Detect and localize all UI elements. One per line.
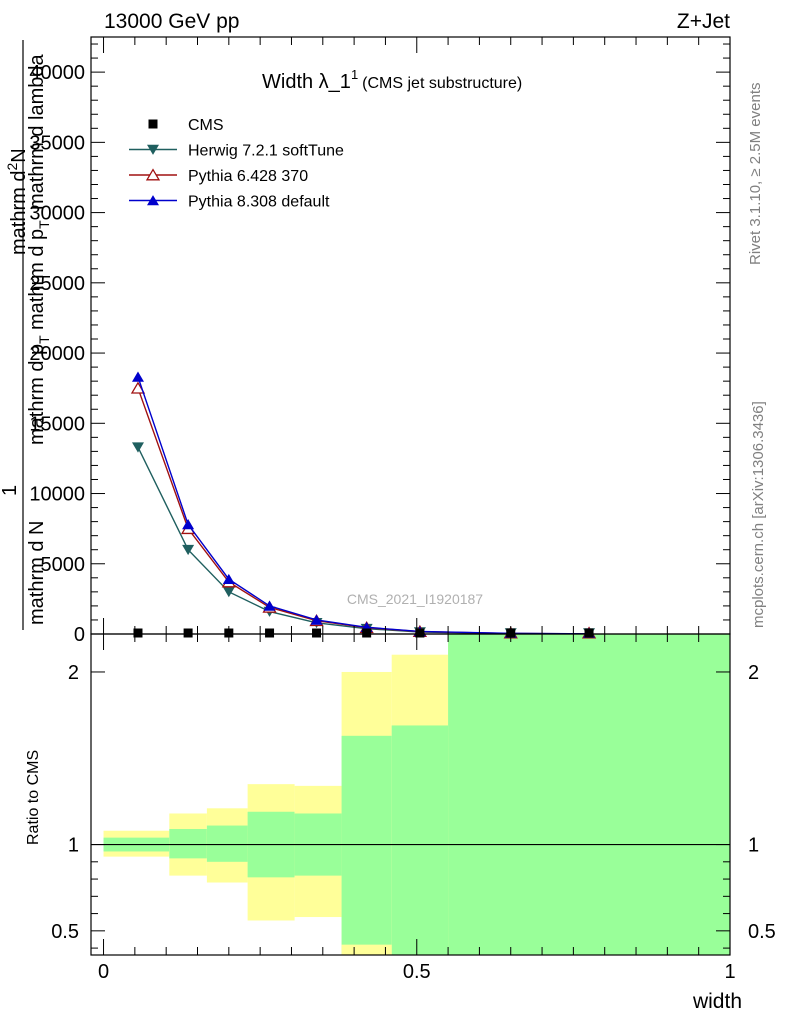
ylabel-line5-text: mathrm d bbox=[8, 171, 30, 255]
ylabel-numerator: 1 bbox=[0, 485, 21, 496]
band-inner-7 bbox=[448, 634, 730, 955]
ylabel-line2-text: mathrm d p bbox=[26, 344, 48, 445]
ylabel-line5: mathrm d2N bbox=[4, 148, 30, 255]
legend-label-3: Pythia 8.308 default bbox=[188, 194, 330, 211]
series-0-point-3 bbox=[265, 628, 275, 638]
xtick-label-1: 0.5 bbox=[403, 961, 431, 983]
ylabel-line4-text: mathrm d lambda bbox=[26, 54, 48, 210]
x-axis-label: width bbox=[692, 990, 742, 1013]
main-ytick-label-0: 0 bbox=[74, 624, 85, 646]
ylabel-line1-text: mathrm d N bbox=[26, 521, 48, 625]
series-0-point-0 bbox=[133, 628, 143, 638]
plot-title-superscript: 1 bbox=[351, 67, 358, 82]
ylabel-line3-text: mathrm d p bbox=[26, 229, 48, 330]
ylabel-line2: mathrm d pT bbox=[26, 335, 52, 445]
series-3-point-1 bbox=[182, 519, 195, 530]
series-0-point-4 bbox=[312, 628, 322, 638]
main-ytick-label-2: 10000 bbox=[29, 484, 85, 506]
legend-label-1: Herwig 7.2.1 softTune bbox=[188, 143, 344, 160]
series-1 bbox=[131, 442, 596, 639]
ylabel-line1: mathrm d N bbox=[26, 521, 48, 625]
series-0-point-8 bbox=[584, 628, 594, 638]
legend-marker-2 bbox=[145, 168, 161, 181]
ylabel-line3-sub: T bbox=[36, 220, 52, 229]
header-left: 13000 GeV pp bbox=[104, 10, 239, 33]
watermark: CMS_2021_I1920187 bbox=[347, 591, 483, 607]
series-1-point-2 bbox=[222, 587, 235, 598]
series-1-point-0 bbox=[131, 442, 144, 453]
legend-label-2: Pythia 6.428 370 bbox=[188, 168, 308, 185]
plot-title: Width λ_11 (CMS jet substructure) bbox=[262, 67, 522, 93]
series-0-point-5 bbox=[362, 628, 372, 638]
series-3-point-4 bbox=[310, 614, 323, 625]
ylabel-line5b-text: N bbox=[8, 148, 30, 162]
main-ytick-label-8: 40000 bbox=[29, 62, 85, 84]
legend-marker-0 bbox=[148, 119, 158, 129]
main-ytick-label-4: 20000 bbox=[29, 343, 85, 365]
ylabel-line3: mathrm d pT bbox=[26, 220, 52, 330]
series-3-point-3 bbox=[263, 600, 276, 611]
ratio-ytick-label-2: 2 bbox=[68, 662, 79, 684]
main-ytick-label-6: 30000 bbox=[29, 203, 85, 225]
ratio-ytick-label-1: 1 bbox=[68, 835, 79, 857]
main-ytick-label-1: 5000 bbox=[41, 554, 86, 576]
main-ylabel: 1 mathrm d N mathrm d pT mathrm d pT mat… bbox=[0, 40, 52, 630]
ylabel-line2-sub: T bbox=[36, 335, 52, 344]
ratio-ylabel: Ratio to CMS bbox=[25, 750, 42, 845]
legend-marker-1 bbox=[147, 144, 159, 155]
band-outer-low-0 bbox=[341, 944, 392, 955]
band-inner-2 bbox=[206, 825, 248, 862]
plot-title-main: Width λ_1 bbox=[262, 71, 351, 93]
header-right: Z+Jet bbox=[677, 10, 730, 33]
ylabel-line4: mathrm d lambda bbox=[26, 54, 48, 210]
legend-marker-3 bbox=[147, 195, 159, 206]
xtick-label-2: 1 bbox=[724, 961, 735, 983]
ratio-ytick-label-right-0: 0.5 bbox=[748, 921, 776, 943]
plot-title-sub: (CMS jet substructure) bbox=[362, 75, 522, 92]
rivet-label: Rivet 3.1.10, ≥ 2.5M events bbox=[747, 83, 764, 266]
series-0-point-6 bbox=[415, 628, 425, 638]
ratio-ytick-label-right-2: 2 bbox=[748, 662, 759, 684]
ratio-ytick-label-0: 0.5 bbox=[51, 921, 79, 943]
ratio-frame bbox=[90, 633, 731, 956]
series-1-point-1 bbox=[182, 544, 195, 556]
legend-label-0: CMS bbox=[188, 117, 224, 134]
mcplots-label: mcplots.cern.ch [arXiv:1306.3436] bbox=[750, 401, 767, 628]
band-inner-1 bbox=[169, 829, 207, 859]
series-0-point-1 bbox=[183, 628, 193, 638]
legend: CMS Herwig 7.2.1 softTune Pythia 6.428 370… bbox=[129, 117, 344, 211]
series-3-point-0 bbox=[131, 371, 144, 382]
band-inner-6 bbox=[391, 725, 449, 955]
ylabel-line5-sup: 2 bbox=[4, 163, 20, 171]
ratio-bands bbox=[103, 634, 730, 955]
series-3-point-2 bbox=[222, 573, 235, 585]
main-ytick-label-3: 15000 bbox=[29, 413, 85, 435]
ratio-ytick-label-right-1: 1 bbox=[748, 835, 759, 857]
xtick-label-0: 0 bbox=[98, 961, 109, 983]
main-ytick-label-5: 25000 bbox=[29, 273, 85, 295]
main-frame bbox=[90, 36, 731, 635]
axis-ticks: 0 5000 10000 15000 20000 25000 30000 35000 40000… bbox=[29, 37, 776, 983]
band-inner-5 bbox=[341, 735, 392, 955]
main-ytick-label-7: 35000 bbox=[29, 132, 85, 154]
